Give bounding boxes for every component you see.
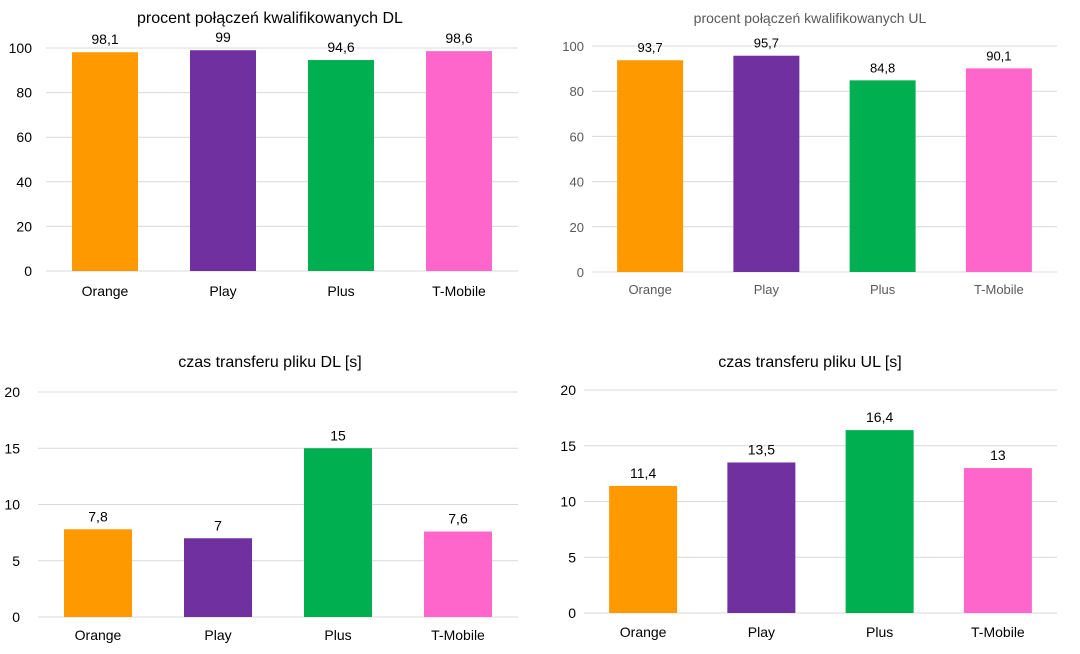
y-tick-label: 0 [577, 265, 584, 280]
y-tick-label: 15 [560, 438, 576, 454]
category-label: Play [754, 282, 780, 297]
y-tick-label: 10 [4, 497, 20, 513]
y-tick-label: 0 [568, 605, 576, 621]
y-tick-label: 20 [570, 220, 584, 235]
category-label: Orange [75, 627, 122, 643]
chart-dl-qualified-connections: procent połączeń kwalifikowanych DL 0 20 40… [0, 0, 540, 310]
category-label: Orange [620, 624, 667, 640]
category-label: Plus [870, 282, 896, 297]
data-label: 95,7 [754, 36, 779, 51]
bar-plus [304, 448, 372, 617]
bar-t-mobile [424, 531, 492, 617]
y-tick-label: 20 [16, 218, 32, 234]
chart-svg: procent połączeń kwalifikowanych UL 0 20 40… [562, 10, 1057, 297]
bar-play [727, 462, 796, 613]
chart-svg: procent połączeń kwalifikowanych DL 0 20 40… [9, 10, 518, 299]
bar-plus [845, 430, 914, 613]
data-label: 7,6 [448, 511, 468, 527]
chart-title: czas transferu pliku DL [s] [178, 354, 361, 371]
bar-plus [849, 80, 916, 273]
category-label: Plus [866, 624, 893, 640]
y-tick-label: 40 [16, 174, 32, 190]
chart-ul-qualified-connections: procent połączeń kwalifikowanych UL 0 20 40… [540, 0, 1080, 310]
data-label: 84,8 [870, 60, 895, 75]
chart-ul-file-transfer-time: czas transferu pliku UL [s] 0 5 10 15 20 11,4 O… [540, 340, 1080, 654]
category-label: Play [204, 627, 231, 643]
category-label: Play [748, 624, 775, 640]
y-tick-label: 60 [16, 129, 32, 145]
category-label: T-Mobile [431, 627, 485, 643]
data-label: 90,1 [986, 48, 1011, 63]
data-label: 13 [990, 447, 1006, 463]
category-label: Orange [628, 282, 671, 297]
y-tick-label: 0 [24, 263, 32, 279]
y-tick-label: 20 [4, 384, 20, 400]
bar-orange [617, 60, 684, 272]
bar-t-mobile [426, 51, 492, 271]
data-label: 98,1 [91, 31, 118, 47]
category-label: T-Mobile [971, 624, 1025, 640]
data-label: 13,5 [748, 441, 775, 457]
category-label: T-Mobile [432, 283, 486, 299]
y-tick-label: 5 [568, 549, 576, 565]
category-label: Plus [327, 283, 354, 299]
bar-play [733, 55, 800, 272]
category-label: T-Mobile [974, 282, 1024, 297]
bar-play [184, 538, 252, 617]
data-label: 7 [214, 517, 222, 533]
data-label: 7,8 [88, 508, 108, 524]
data-label: 15 [330, 427, 346, 443]
y-tick-label: 80 [570, 84, 584, 99]
chart-svg: czas transferu pliku DL [s] 0 5 10 15 20 7,8 Or… [4, 354, 518, 643]
y-tick-label: 20 [560, 382, 576, 398]
chart-title: procent połączeń kwalifikowanych DL [137, 10, 403, 27]
bar-plus [308, 60, 374, 272]
bar-orange [72, 52, 138, 271]
data-label: 99 [215, 29, 231, 45]
bar-orange [609, 485, 678, 613]
y-tick-label: 0 [12, 609, 20, 625]
chart-title: czas transferu pliku UL [s] [718, 354, 901, 371]
bar-t-mobile [965, 68, 1032, 273]
chart-title: procent połączeń kwalifikowanych UL [694, 10, 927, 26]
chart-dl-file-transfer-time: czas transferu pliku DL [s] 0 5 10 15 20 7,8 Or… [0, 340, 540, 654]
category-label: Plus [324, 627, 351, 643]
y-tick-label: 80 [16, 85, 32, 101]
y-tick-label: 5 [12, 553, 20, 569]
data-label: 16,4 [866, 409, 893, 425]
y-tick-label: 60 [570, 129, 584, 144]
y-tick-label: 100 [562, 39, 584, 54]
chart-svg: czas transferu pliku UL [s] 0 5 10 15 20 11,4 O… [560, 354, 1057, 640]
y-tick-label: 10 [560, 494, 576, 510]
category-label: Play [209, 283, 236, 299]
y-tick-label: 40 [570, 175, 584, 190]
data-label: 98,6 [445, 30, 472, 46]
category-label: Orange [82, 283, 129, 299]
data-label: 93,7 [637, 40, 662, 55]
bar-play [190, 50, 256, 272]
data-label: 11,4 [630, 465, 656, 481]
bar-orange [64, 529, 132, 617]
data-label: 94,6 [327, 39, 354, 55]
y-tick-label: 15 [4, 440, 20, 456]
y-tick-label: 100 [9, 40, 33, 56]
bar-t-mobile [963, 468, 1032, 613]
